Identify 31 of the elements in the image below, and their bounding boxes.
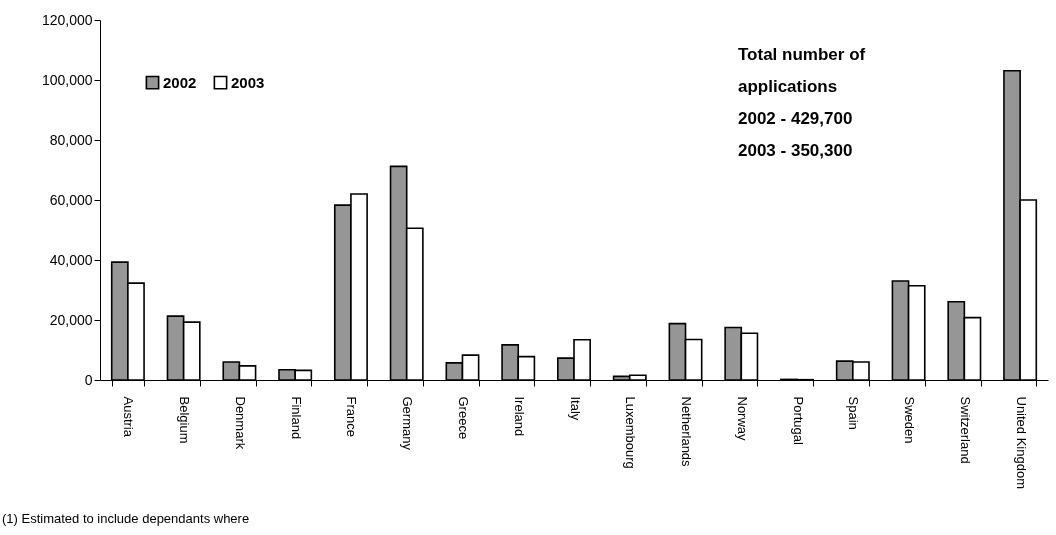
x-tick-label: Ireland [511, 396, 527, 437]
y-tick-label: 120,000 [41, 11, 93, 28]
y-tick-label: 0 [84, 371, 93, 388]
x-tick-label: Germany [400, 396, 416, 451]
x-tick-label: Luxembourg [623, 396, 639, 469]
text: (1) Estimated to include dependants where [2, 511, 250, 526]
x-tick-label: United Kingdom [1013, 396, 1029, 489]
y-tick-label: 100,000 [41, 71, 93, 88]
annotation: Total number of [738, 45, 866, 64]
x-tick-label: France [344, 396, 360, 437]
annotation: 2002 - 429,700 [738, 109, 853, 128]
x-tick-label: Sweden [902, 396, 918, 444]
legend-label: 2002 [163, 73, 197, 91]
x-tick-label: Norway [734, 396, 750, 442]
x-tick-label: Austria [121, 396, 137, 438]
x-tick-label: Greece [455, 396, 471, 440]
y-tick-label: 80,000 [49, 131, 93, 148]
y-tick-label: 20,000 [49, 311, 93, 328]
annotation: applications [738, 77, 838, 96]
x-tick-label: Switzerland [957, 396, 973, 464]
annotation: 2003 - 350,300 [738, 141, 853, 160]
x-tick-label: Belgium [177, 396, 193, 444]
x-tick-label: Denmark [232, 396, 248, 450]
y-tick-label: 40,000 [49, 251, 93, 268]
x-tick-label: Finland [288, 396, 304, 440]
legend-label: 2003 [231, 73, 265, 91]
y-tick-label: 60,000 [49, 191, 93, 208]
x-tick-label: Spain [846, 396, 862, 430]
x-tick-label: Italy [567, 396, 583, 421]
x-tick-label: Portugal [790, 396, 806, 446]
x-tick-label: Netherlands [679, 396, 695, 468]
